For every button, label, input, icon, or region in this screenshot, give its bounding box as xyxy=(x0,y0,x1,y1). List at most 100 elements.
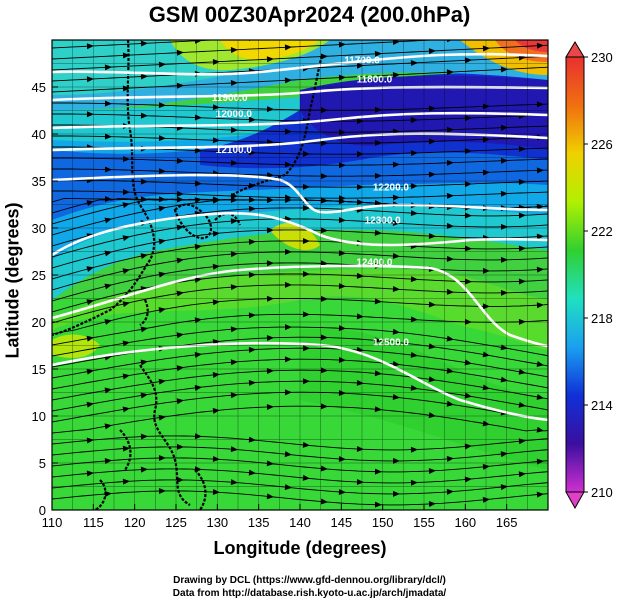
wind-arrow xyxy=(338,74,346,81)
wind-arrow xyxy=(104,64,112,71)
wind-arrow xyxy=(518,368,526,375)
wind-arrow xyxy=(374,406,382,413)
wind-arrow xyxy=(338,162,346,169)
wind-arrow xyxy=(356,199,364,206)
wind-arrow xyxy=(302,204,310,211)
wind-arrow xyxy=(392,490,400,497)
wind-arrow xyxy=(230,218,238,225)
wind-arrow xyxy=(428,376,436,383)
wind-arrow xyxy=(392,328,400,335)
wind-arrow xyxy=(482,384,490,391)
wind-arrow xyxy=(303,32,310,38)
wind-arrow xyxy=(482,267,490,274)
wind-arrow xyxy=(284,324,292,331)
x-axis-ticks: 110 115 120 125 130 135 140 145 150 155 160 165 xyxy=(42,504,518,530)
wind-arrow xyxy=(374,468,382,475)
wind-arrow xyxy=(86,335,94,342)
x-tick-label: 145 xyxy=(330,515,352,530)
wind-arrow xyxy=(176,443,184,450)
wind-arrow xyxy=(410,60,418,67)
wind-arrow xyxy=(356,478,364,485)
wind-arrow xyxy=(86,470,94,477)
wind-arrow xyxy=(176,476,184,483)
wind-arrow xyxy=(536,42,544,49)
wind-arrow xyxy=(356,118,364,125)
wind-arrow xyxy=(158,454,166,461)
x-tick-label: 110 xyxy=(42,515,63,530)
wind-arrow xyxy=(266,493,274,500)
wind-arrow xyxy=(176,257,184,264)
contour-label: 12100.0 xyxy=(216,145,253,156)
wind-arrow xyxy=(392,360,400,367)
wind-arrow xyxy=(266,295,274,302)
wind-arrow xyxy=(518,146,526,153)
wind-arrow xyxy=(446,335,454,342)
wind-arrow xyxy=(357,29,364,35)
wind-arrow xyxy=(284,281,292,288)
wind-arrow xyxy=(374,106,382,113)
wind-arrow xyxy=(338,455,346,462)
wind-arrow xyxy=(248,205,256,212)
x-tick-label: 150 xyxy=(372,515,394,530)
wind-arrow xyxy=(446,255,454,262)
wind-arrow xyxy=(176,190,184,197)
wind-arrow xyxy=(374,50,382,57)
wind-arrow xyxy=(410,117,418,124)
wind-arrow xyxy=(518,401,526,408)
wind-arrow xyxy=(410,479,418,486)
wind-arrow xyxy=(320,107,328,114)
wind-arrow xyxy=(464,245,472,252)
contour-label: 12400.0 xyxy=(356,258,393,269)
wind-arrow xyxy=(338,389,346,396)
wind-arrow xyxy=(302,311,310,318)
y-tick-label: 30 xyxy=(32,221,46,236)
wind-arrow xyxy=(86,266,94,272)
wind-arrow xyxy=(464,212,472,219)
wind-arrow xyxy=(482,463,490,470)
wind-arrow xyxy=(104,100,112,107)
y-tick-label: 0 xyxy=(39,503,46,518)
wind-arrow xyxy=(500,484,508,491)
wind-arrow xyxy=(104,457,112,464)
wind-arrow xyxy=(266,367,274,374)
wind-arrow xyxy=(266,197,274,204)
wind-arrow xyxy=(338,129,346,136)
streamline xyxy=(52,391,548,423)
wind-arrow xyxy=(140,112,148,119)
wind-arrow xyxy=(176,332,184,339)
wind-arrow xyxy=(248,196,256,203)
streamline xyxy=(52,168,548,177)
wind-arrow xyxy=(230,479,238,486)
y-tick-label: 40 xyxy=(32,127,46,142)
wind-arrow xyxy=(86,76,94,83)
wind-arrow xyxy=(320,403,328,410)
wind-arrow xyxy=(320,260,328,267)
wind-arrow xyxy=(266,334,274,341)
wind-arrow xyxy=(410,384,418,391)
lat-lon-grid xyxy=(52,40,548,510)
x-tick-label: 115 xyxy=(83,515,104,530)
wind-arrow xyxy=(428,467,436,474)
wind-arrow xyxy=(446,288,454,295)
wind-arrow xyxy=(212,299,220,306)
wind-arrow xyxy=(212,230,220,237)
wind-arrow xyxy=(500,451,508,458)
wind-arrow xyxy=(500,223,508,230)
wind-arrow xyxy=(374,501,382,508)
wind-arrow xyxy=(302,378,310,385)
wind-arrow xyxy=(428,138,436,145)
wind-arrow xyxy=(158,487,166,494)
wind-arrow xyxy=(122,445,130,452)
wind-arrow xyxy=(392,71,400,78)
wind-arrow xyxy=(122,301,130,308)
wind-arrow xyxy=(518,212,526,219)
y-tick-label: 45 xyxy=(32,80,46,95)
x-tick-label: 160 xyxy=(454,515,476,530)
x-tick-label: 165 xyxy=(496,515,518,530)
wind-arrow xyxy=(140,466,148,473)
wind-arrow xyxy=(302,183,310,190)
wind-arrow xyxy=(176,49,184,56)
wind-arrow xyxy=(230,80,238,87)
wind-arrow xyxy=(284,128,292,135)
wind-arrow xyxy=(392,457,400,464)
